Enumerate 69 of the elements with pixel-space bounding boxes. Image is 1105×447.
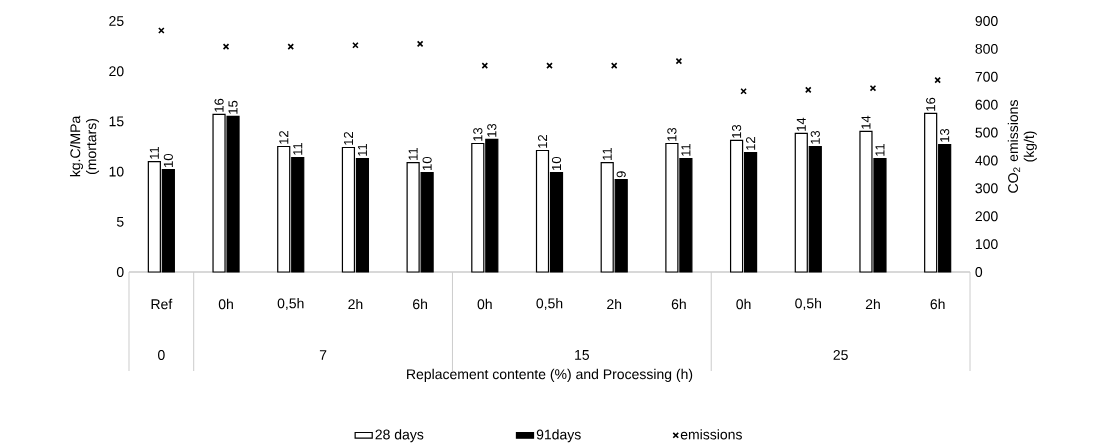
x-tick-label: 0h [477, 298, 492, 310]
point [416, 40, 424, 48]
data-label: 11 [293, 142, 303, 155]
y2-axis-title: CO$_{2}$ emissions (kg/t) [1007, 100, 1037, 193]
data-label: 9 [616, 171, 626, 178]
x-tick-label: 6h [671, 298, 686, 310]
legend-label: 28 days [375, 429, 424, 443]
data-label: 14 [861, 115, 871, 129]
point [546, 62, 553, 69]
data-label: 13 [667, 127, 677, 141]
x-tick-label: 0h [218, 298, 233, 310]
x-tick-label: 6h [930, 298, 945, 310]
y-tick-label: 10 [109, 166, 124, 177]
y2-tick-label: 500 [975, 127, 998, 138]
x-tick-label: 0,5h [277, 298, 304, 310]
y2-tick-label: 300 [975, 183, 998, 194]
legend-label: emissions [680, 429, 742, 440]
y-tick-label: 15 [109, 116, 124, 127]
text: 15 [575, 350, 590, 360]
data-label: 15 [228, 100, 238, 114]
data-label: 10 [422, 156, 432, 170]
data-label: 13 [731, 124, 742, 138]
data-label: 13 [473, 127, 483, 141]
data-label: 11 [357, 143, 367, 156]
x-tick-label: 0h [736, 298, 751, 310]
x-tick-label: 2h [348, 298, 363, 310]
y-axis-title: kg.C/MPa (mortars) [69, 115, 100, 177]
data-label: 12 [343, 132, 353, 145]
data-label: 16 [926, 97, 936, 111]
data-label: 12 [279, 131, 289, 144]
data-label: 11 [681, 143, 691, 156]
y2-tick-label: 400 [975, 155, 998, 166]
y-tick-label: 0 [116, 267, 124, 277]
y2-tick-label: 800 [975, 43, 998, 54]
data-label: 13 [940, 128, 950, 142]
data-label: 11 [149, 146, 159, 159]
y-tick-label: 5 [116, 216, 124, 227]
data-label: 11 [408, 148, 418, 160]
y2-tick-label: 900 [975, 16, 998, 26]
legend-label: 91days [536, 429, 581, 443]
x-tick-label: 6h [413, 298, 427, 310]
y-tick-label: 20 [109, 66, 124, 77]
x-axis-title: Replacement contente (%) and Processing (h) [407, 368, 693, 382]
text: 25 [833, 350, 848, 360]
y-tick-label: 25 [109, 16, 124, 26]
text: 7 [319, 350, 327, 360]
data-label: 11 [875, 143, 885, 156]
data-label: 13 [487, 123, 497, 137]
point [675, 57, 683, 65]
x-tick-label: 2h [607, 298, 622, 310]
data-label: 12 [537, 135, 548, 148]
y2-tick-label: 700 [975, 71, 998, 82]
data-label: 13 [810, 130, 820, 144]
x-tick-label: 0,5h [536, 298, 563, 310]
data-label: 14 [796, 117, 806, 131]
y2-tick-label: 0 [975, 267, 983, 277]
data-label: 16 [214, 98, 224, 112]
x-tick-label: 2h [865, 298, 880, 310]
point [287, 43, 295, 50]
y2-tick-label: 200 [975, 211, 998, 222]
data-label: 12 [746, 137, 756, 150]
y2-tick-label: 600 [975, 99, 998, 110]
x-tick-label: Ref [151, 298, 173, 310]
data-label: 11 [602, 148, 612, 160]
data-label: 10 [551, 156, 562, 170]
data-label: 10 [163, 153, 173, 167]
x-tick-label: 0,5h [795, 298, 821, 310]
text: 0 [158, 350, 165, 360]
y2-tick-label: 100 [975, 239, 998, 250]
